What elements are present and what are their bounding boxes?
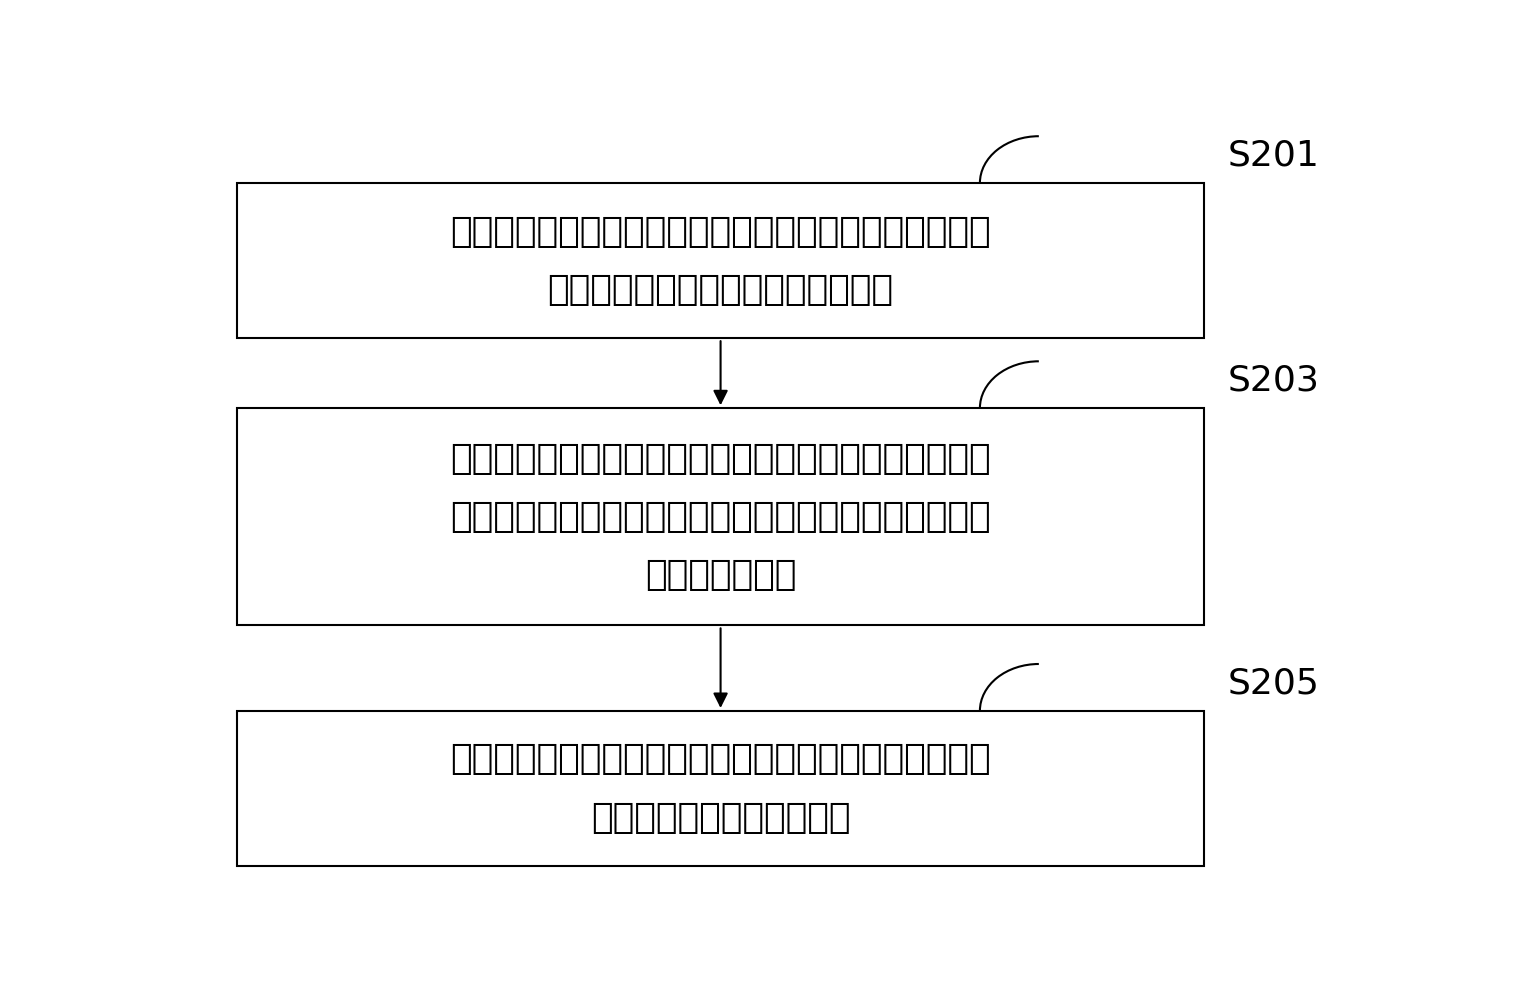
Text: 索请求对应的子树搜索结果: 索请求对应的子树搜索结果: [590, 800, 850, 835]
Text: 请求提取待搜索子树的搜索指示信息: 请求提取待搜索子树的搜索指示信息: [548, 273, 893, 306]
Text: S201: S201: [1227, 139, 1319, 173]
Text: 标层级序列信息: 标层级序列信息: [645, 558, 797, 592]
Text: 响应于对树形结构数据中的子树搜索请求，基于子树搜索: 响应于对树形结构数据中的子树搜索请求，基于子树搜索: [450, 215, 990, 249]
Bar: [237, 711, 1205, 866]
Text: S203: S203: [1227, 364, 1319, 398]
Text: 将起始层级序列信息与树形结构数据中各数据节点在层级: 将起始层级序列信息与树形结构数据中各数据节点在层级: [450, 442, 990, 476]
Bar: [237, 183, 1205, 339]
Bar: [237, 408, 1205, 625]
Text: 序列字段下的层级序列信息进行匹配处理，得到匹配的目: 序列字段下的层级序列信息进行匹配处理，得到匹配的目: [450, 500, 990, 534]
Text: 基于起始层级序列信息和目标层级序列信息，获取子树搜: 基于起始层级序列信息和目标层级序列信息，获取子树搜: [450, 742, 990, 776]
Text: S205: S205: [1227, 666, 1319, 701]
